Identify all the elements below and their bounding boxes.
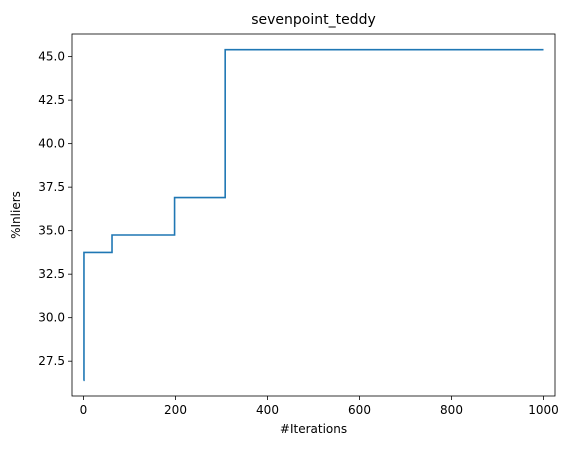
y-tick-label: 40.0 bbox=[38, 137, 65, 151]
y-tick-label: 42.5 bbox=[38, 93, 65, 107]
plot-area bbox=[83, 48, 544, 382]
y-tick-label: 45.0 bbox=[38, 50, 65, 64]
x-axis-label: #Iterations bbox=[280, 422, 347, 436]
y-tick-label: 35.0 bbox=[38, 224, 65, 238]
y-axis-label: %Inliers bbox=[9, 191, 23, 239]
x-tick-label: 0 bbox=[80, 403, 88, 417]
x-tick-label: 600 bbox=[348, 403, 371, 417]
y-tick-label: 30.0 bbox=[38, 311, 65, 325]
y-tick-label: 37.5 bbox=[38, 180, 65, 194]
x-tick-label: 800 bbox=[440, 403, 463, 417]
x-tick-label: 200 bbox=[164, 403, 187, 417]
axes-frame bbox=[71, 33, 556, 397]
y-tick-label: 27.5 bbox=[38, 354, 65, 368]
y-tick-label: 32.5 bbox=[38, 267, 65, 281]
x-tick-label: 1000 bbox=[528, 403, 559, 417]
series-line-0 bbox=[83, 48, 544, 382]
x-tick-label: 400 bbox=[256, 403, 279, 417]
axes: 0 200 400 600 800 1000 27.5 30.0 32.5 35.0 37.5 40.… bbox=[38, 33, 559, 417]
chart-title: sevenpoint_teddy bbox=[251, 12, 376, 28]
